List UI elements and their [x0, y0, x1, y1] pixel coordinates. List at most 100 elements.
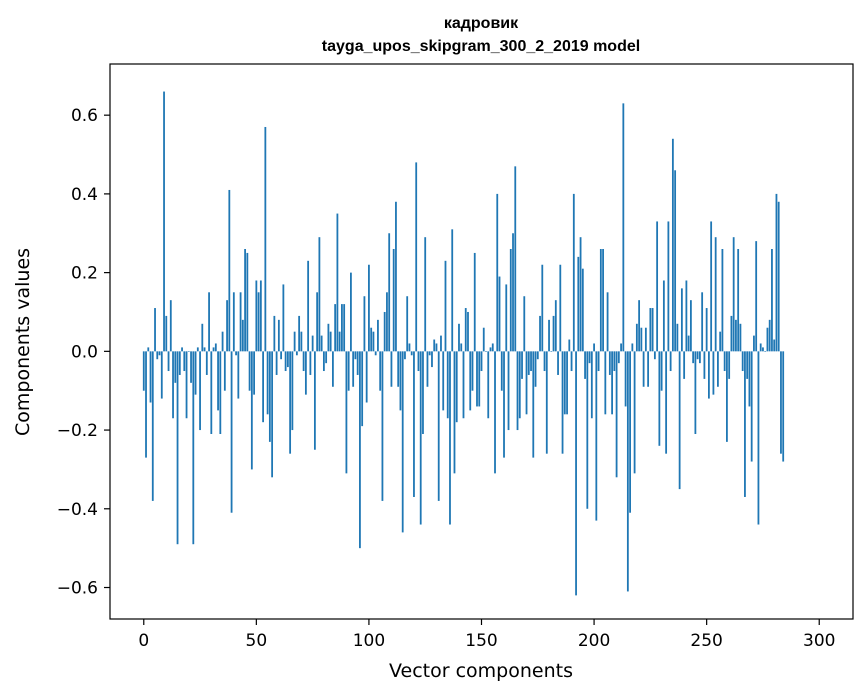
bar [692, 351, 695, 364]
bar [386, 292, 388, 352]
bar [293, 331, 296, 352]
bar [370, 327, 373, 352]
bar [705, 308, 708, 352]
bar [329, 331, 332, 352]
bar [199, 351, 201, 431]
y-tick-label: 0.4 [71, 185, 98, 205]
bar [192, 351, 195, 545]
bar [527, 351, 530, 375]
bar [374, 351, 377, 356]
bar [361, 351, 364, 427]
bar [453, 351, 456, 474]
bar [309, 351, 312, 375]
bar [658, 351, 661, 446]
y-tick-label: 0.0 [71, 342, 98, 362]
bar [473, 252, 476, 352]
bar [169, 300, 172, 352]
bar [507, 351, 510, 431]
bar [219, 351, 222, 434]
bar [642, 351, 645, 387]
bar [708, 351, 710, 399]
bar [728, 351, 731, 379]
bar [676, 323, 679, 352]
bar [226, 300, 228, 352]
bar [399, 351, 402, 411]
x-tick-label: 100 [353, 631, 385, 651]
x-tick-label: 200 [578, 631, 610, 651]
bar [514, 166, 517, 352]
bar [737, 249, 740, 352]
y-tick-label: −0.4 [57, 500, 98, 520]
bar [433, 339, 436, 352]
bar [512, 233, 514, 352]
bar [451, 229, 454, 352]
bar [572, 193, 575, 352]
bar [615, 351, 618, 478]
bar [651, 308, 654, 352]
bar [687, 335, 690, 352]
bar [480, 351, 483, 372]
bar [482, 327, 485, 352]
bar [557, 351, 559, 375]
bar [341, 304, 343, 352]
bar [424, 237, 427, 352]
bar [406, 296, 409, 352]
x-tick-label: 0 [138, 631, 149, 651]
bar [217, 351, 219, 411]
bar [320, 335, 323, 352]
bar [491, 343, 494, 352]
bar [244, 249, 246, 352]
bar [750, 351, 753, 462]
bar [633, 351, 636, 474]
bar [489, 347, 492, 352]
bar [469, 351, 472, 411]
bar [622, 103, 625, 352]
bar [768, 319, 771, 352]
bar [338, 331, 341, 352]
bar [545, 351, 548, 454]
y-tick-label: −0.6 [57, 579, 98, 599]
bar [163, 91, 165, 352]
bar [313, 351, 316, 450]
bar [523, 296, 526, 352]
bar [611, 351, 613, 415]
bar [683, 351, 686, 379]
bar [390, 351, 393, 387]
bar [262, 351, 264, 423]
bar [257, 292, 260, 352]
bar [647, 351, 650, 387]
bar [467, 311, 469, 352]
bar [190, 351, 192, 383]
bar [415, 162, 418, 352]
bar [322, 351, 325, 372]
bar [381, 351, 384, 501]
bar [210, 351, 213, 434]
bar [147, 347, 150, 352]
bar [710, 221, 713, 352]
bar [561, 351, 564, 454]
bar [525, 351, 528, 415]
bar [435, 343, 438, 352]
bar [588, 351, 591, 364]
bar [746, 351, 749, 379]
bar [187, 351, 190, 352]
bar [194, 351, 197, 395]
bar [410, 351, 413, 356]
bar [359, 351, 361, 549]
bar [365, 351, 368, 403]
bar [183, 351, 186, 372]
bar [176, 351, 179, 545]
bar [660, 351, 663, 391]
bar [699, 351, 701, 364]
bar [584, 351, 586, 379]
x-axis-label: Vector components [389, 660, 573, 682]
bar [185, 351, 188, 419]
plot-frame [109, 63, 854, 620]
bar [613, 351, 616, 372]
bar [221, 331, 224, 352]
bar [388, 233, 391, 352]
bar [205, 351, 208, 375]
bar [755, 241, 758, 352]
bar [413, 351, 415, 497]
bar [748, 351, 751, 407]
